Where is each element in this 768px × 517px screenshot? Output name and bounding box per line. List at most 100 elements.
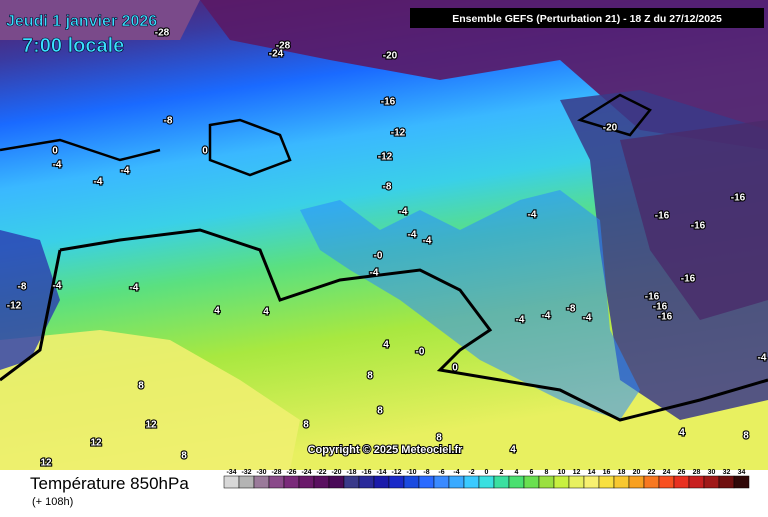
colorbar-tick-label: -6 [438, 469, 444, 476]
cold-region [620, 120, 768, 320]
color-swatch [253, 475, 270, 489]
contour-label: -8 [383, 182, 392, 193]
color-swatch [403, 475, 420, 489]
run-info: Ensemble GEFS (Perturbation 21) - 18 Z d… [452, 13, 722, 25]
contour-label: 4 [263, 307, 269, 318]
contour-label: -8 [567, 304, 576, 315]
colorbar-tick-label: -4 [453, 469, 459, 476]
colorbar-tick-label: -24 [301, 469, 311, 476]
contour-label: 8 [303, 420, 309, 431]
contour-label: -24 [269, 49, 284, 60]
color-swatch [703, 475, 720, 489]
color-swatch [673, 475, 690, 489]
color-swatch [388, 475, 405, 489]
color-swatch [283, 475, 300, 489]
colorbar-tick-label: 18 [618, 469, 626, 476]
contour-label: 8 [367, 371, 373, 382]
colorbar-tick-label: -2 [468, 469, 474, 476]
colorbar-tick-label: 20 [633, 469, 641, 476]
contour-label: -4 [130, 283, 139, 294]
contour-label: -0 [416, 347, 425, 358]
color-swatch [523, 475, 540, 489]
colorbar-tick-label: -32 [241, 469, 251, 476]
zero-isotherm [59, 228, 768, 422]
contour-label: 4 [510, 445, 516, 456]
colorbar-tick-label: -12 [391, 469, 401, 476]
contour-label: -0 [374, 251, 383, 262]
time: 7:00 locale [22, 35, 124, 57]
colorbar-tick-label: 12 [573, 469, 581, 476]
run-box [410, 8, 764, 28]
contour-label: -4 [542, 311, 551, 322]
color-swatch [553, 475, 570, 489]
contour-label: -16 [691, 221, 706, 232]
color-swatch [238, 475, 255, 489]
color-swatch [613, 475, 630, 489]
color-swatch [538, 475, 555, 489]
contour-label: -4 [399, 207, 408, 218]
contour-label: 8 [181, 451, 187, 462]
warm-region [0, 330, 300, 470]
contour-label: 12 [40, 458, 52, 469]
colorbar-tick-label: -22 [316, 469, 326, 476]
contour-label: -16 [681, 274, 696, 285]
cold-region [0, 0, 200, 40]
colorbar-tick-label: -34 [226, 469, 236, 476]
colorbar-tick-label: 34 [738, 469, 746, 476]
contour-label: -28 [276, 41, 291, 52]
color-swatch [418, 475, 435, 489]
colorbar-tick-label: 26 [678, 469, 686, 476]
color-swatch [223, 475, 240, 489]
colorbar: -34 -32 -30 -28 -26 -24 -22 -20 -18 -16 -14 -12 -10-… [223, 469, 750, 489]
contour-label: -20 [383, 51, 398, 62]
contour-label: -4 [583, 313, 592, 324]
date: Jeudi 1 janvier 2026 [6, 13, 157, 30]
contour-labels: -28-28-24 -20-16-12-12-8-20-16-16-16-16-1… [6, 27, 768, 470]
colorbar-tick-label: 24 [663, 469, 671, 476]
zero-isotherm [0, 249, 62, 382]
zero-isotherm [208, 118, 292, 177]
color-swatch [448, 475, 465, 489]
color-swatch [298, 475, 315, 489]
contour-label: -4 [758, 353, 767, 364]
colorbar-tick-label: -10 [406, 469, 416, 476]
contour [576, 93, 652, 137]
colorbar-tick-label: -16 [361, 469, 371, 476]
colorbar-tick-label: -18 [346, 469, 356, 476]
colorbar-tick-label: -28 [271, 469, 281, 476]
contour-label: -4 [370, 268, 379, 279]
colorbar-tick-label: -20 [331, 469, 341, 476]
contour-label: 4 [383, 340, 389, 351]
colorbar-tick-label: 16 [603, 469, 611, 476]
contour-label: -4 [121, 166, 130, 177]
color-swatch [568, 475, 585, 489]
contour-label: -4 [423, 236, 432, 247]
color-swatch [478, 475, 495, 489]
colorbar-tick-label: 28 [693, 469, 701, 476]
colorbar-tick-label: 32 [723, 469, 731, 476]
contour-label: -4 [94, 177, 103, 188]
contour-label: -12 [391, 128, 406, 139]
color-swatch [688, 475, 705, 489]
color-swatch [658, 475, 675, 489]
colorbar-tick-label: 14 [588, 469, 596, 476]
contour-label: 4 [214, 306, 220, 317]
contour-label: 0 [452, 363, 458, 374]
lead-time: (+ 108h) [32, 496, 73, 508]
contour-label: 8 [377, 406, 383, 417]
contour-label: -20 [603, 123, 618, 134]
contour-label: -4 [528, 210, 537, 221]
colorbar-tick-label: 10 [558, 469, 566, 476]
color-swatch [268, 475, 285, 489]
contour-label: -12 [378, 152, 393, 163]
colorbar-tick-label: 6 [530, 469, 534, 476]
contour-label: -4 [408, 230, 417, 241]
color-swatch [508, 475, 525, 489]
color-swatch [598, 475, 615, 489]
color-swatch [328, 475, 345, 489]
color-swatch [343, 475, 360, 489]
color-swatch [628, 475, 645, 489]
color-swatch [583, 475, 600, 489]
colorbar-tick-label: -14 [376, 469, 386, 476]
